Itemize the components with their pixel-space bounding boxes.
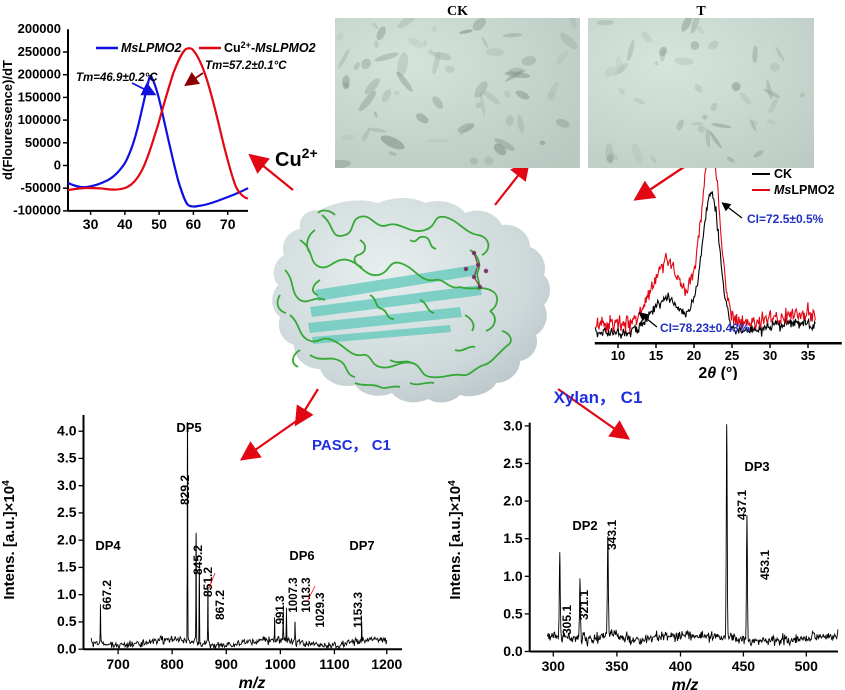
svg-text:-100000: -100000 — [13, 203, 61, 218]
svg-text:1153.3: 1153.3 — [351, 592, 365, 628]
svg-text:829.2: 829.2 — [178, 475, 192, 505]
svg-text:200000: 200000 — [18, 67, 61, 82]
svg-text:Tm=57.2±0.1°C: Tm=57.2±0.1°C — [205, 60, 287, 72]
svg-text:DP4: DP4 — [95, 538, 121, 553]
svg-text:3.5: 3.5 — [57, 450, 77, 466]
svg-text:991.3: 991.3 — [275, 596, 287, 625]
svg-text:0.0: 0.0 — [57, 641, 77, 657]
svg-text:15: 15 — [649, 348, 663, 363]
svg-text:2.5: 2.5 — [503, 455, 523, 471]
svg-text:DP2: DP2 — [572, 518, 597, 533]
svg-text:1200: 1200 — [371, 656, 402, 672]
svg-text:70: 70 — [220, 216, 236, 230]
svg-text:305.1: 305.1 — [560, 605, 574, 635]
svg-text:867.2: 867.2 — [213, 590, 227, 620]
svg-text:500: 500 — [795, 658, 819, 674]
svg-text:450: 450 — [732, 658, 756, 674]
svg-text:2.0: 2.0 — [57, 532, 77, 548]
svg-text:30: 30 — [763, 348, 777, 363]
svg-text:50: 50 — [151, 216, 167, 230]
svg-text:0: 0 — [54, 158, 61, 173]
svg-text:Cu2+: Cu2+ — [275, 145, 318, 171]
svg-text:d(Flouressence)/dT: d(Flouressence)/dT — [0, 60, 15, 180]
svg-text:1000: 1000 — [265, 656, 296, 672]
svg-text:-50000: -50000 — [21, 180, 61, 195]
svg-text:700: 700 — [106, 656, 130, 672]
svg-text:Tm=46.9±0.2°C: Tm=46.9±0.2°C — [76, 72, 158, 84]
svg-text:Intens. [a.u.]×104: Intens. [a.u.]×104 — [447, 480, 464, 600]
svg-text:900: 900 — [215, 656, 239, 672]
svg-text:25: 25 — [725, 348, 739, 363]
svg-text:CI=78.23±0.43%: CI=78.23±0.43% — [660, 321, 750, 335]
svg-text:MsLPMO2: MsLPMO2 — [774, 183, 834, 197]
svg-text:1.0: 1.0 — [503, 568, 523, 584]
svg-text:10: 10 — [611, 348, 625, 363]
svg-text:0.5: 0.5 — [503, 605, 523, 621]
svg-text:321.1: 321.1 — [577, 590, 591, 620]
svg-text:4.0: 4.0 — [57, 423, 77, 439]
svg-text:350: 350 — [605, 658, 629, 674]
svg-text:20: 20 — [687, 348, 701, 363]
svg-text:1013.3: 1013.3 — [301, 577, 313, 612]
svg-text:Intens. [a.u.]×104: Intens. [a.u.]×104 — [1, 480, 18, 600]
svg-text:250000: 250000 — [18, 44, 61, 59]
svg-text:2.5: 2.5 — [57, 504, 77, 520]
svg-text:100000: 100000 — [18, 112, 61, 127]
svg-text:400: 400 — [669, 658, 693, 674]
svg-text:40: 40 — [117, 216, 133, 230]
svg-text:437.1: 437.1 — [735, 490, 749, 520]
svg-text:DP7: DP7 — [349, 538, 374, 553]
svg-text:50000: 50000 — [25, 135, 61, 150]
svg-text:DP6: DP6 — [289, 548, 314, 563]
svg-text:1007.3: 1007.3 — [288, 577, 300, 612]
svg-text:MsLPMO2: MsLPMO2 — [121, 41, 181, 55]
svg-text:3.0: 3.0 — [503, 417, 523, 433]
svg-text:CK: CK — [774, 167, 792, 181]
svg-text:Cu2+-MsLPMO2: Cu2+-MsLPMO2 — [224, 40, 316, 55]
svg-text:CI=72.5±0.5%: CI=72.5±0.5% — [747, 212, 824, 226]
svg-text:150000: 150000 — [18, 89, 61, 104]
svg-text:60: 60 — [186, 216, 202, 230]
svg-text:30: 30 — [83, 216, 99, 230]
svg-text:1100: 1100 — [319, 656, 350, 672]
svg-text:453.1: 453.1 — [758, 550, 772, 580]
svg-text:2θ (°): 2θ (°) — [698, 365, 737, 380]
svg-text:1.5: 1.5 — [57, 559, 77, 575]
svg-text:0.0: 0.0 — [503, 643, 523, 659]
svg-text:DP5: DP5 — [176, 420, 201, 435]
svg-text:1.0: 1.0 — [57, 586, 77, 602]
svg-text:2.0: 2.0 — [503, 493, 523, 509]
svg-text:1.5: 1.5 — [503, 530, 523, 546]
svg-text:300: 300 — [542, 658, 566, 674]
svg-text:1029.3: 1029.3 — [315, 592, 327, 627]
svg-text:m/z: m/z — [672, 677, 699, 690]
svg-text:3.0: 3.0 — [57, 477, 77, 493]
svg-text:m/z: m/z — [239, 675, 266, 690]
svg-text:667.2: 667.2 — [100, 580, 114, 610]
svg-text:200000: 200000 — [18, 21, 61, 36]
svg-text:PASC， C1: PASC， C1 — [312, 437, 391, 454]
svg-text:0.5: 0.5 — [57, 613, 77, 629]
svg-text:35: 35 — [801, 348, 815, 363]
svg-text:800: 800 — [160, 656, 184, 672]
svg-text:DP3: DP3 — [744, 459, 769, 474]
svg-text:343.1: 343.1 — [605, 520, 619, 550]
